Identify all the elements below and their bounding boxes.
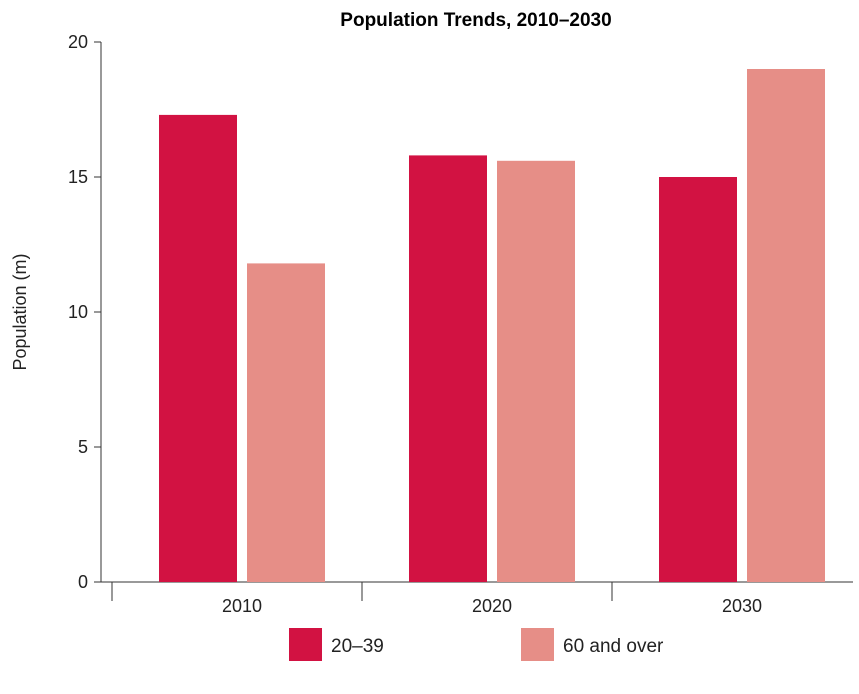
x-axis-ticks: 2010 2020 2030: [111, 582, 762, 616]
legend: 20–39 60 and over: [289, 628, 664, 661]
bars-group: [159, 69, 825, 583]
bar-2010-series-1: [159, 114, 237, 583]
y-tick-label: 15: [68, 167, 88, 187]
y-tick-label: 10: [68, 302, 88, 322]
legend-swatch: [289, 628, 322, 661]
bar-2030-series-2: [747, 69, 825, 582]
chart-title: Population Trends, 2010–2030: [340, 10, 611, 31]
bar-2020-series-1: [409, 155, 487, 582]
bar-2020-series-2: [497, 160, 575, 583]
legend-swatch: [521, 628, 554, 661]
bar-2010-series-2: [247, 263, 325, 582]
x-tick-label: 2010: [222, 596, 262, 616]
legend-label: 60 and over: [563, 636, 664, 657]
y-tick-label: 5: [78, 437, 88, 457]
x-tick-label: 2020: [472, 596, 512, 616]
y-axis-title: Population (m): [10, 253, 30, 370]
y-tick-label: 20: [68, 32, 88, 52]
y-tick-label: 0: [78, 572, 88, 592]
y-axis-ticks: 0 5 10 15 20: [68, 32, 101, 592]
legend-label: 20–39: [331, 636, 384, 657]
bar-2030-series-1: [659, 177, 737, 582]
x-tick-label: 2030: [722, 596, 762, 616]
